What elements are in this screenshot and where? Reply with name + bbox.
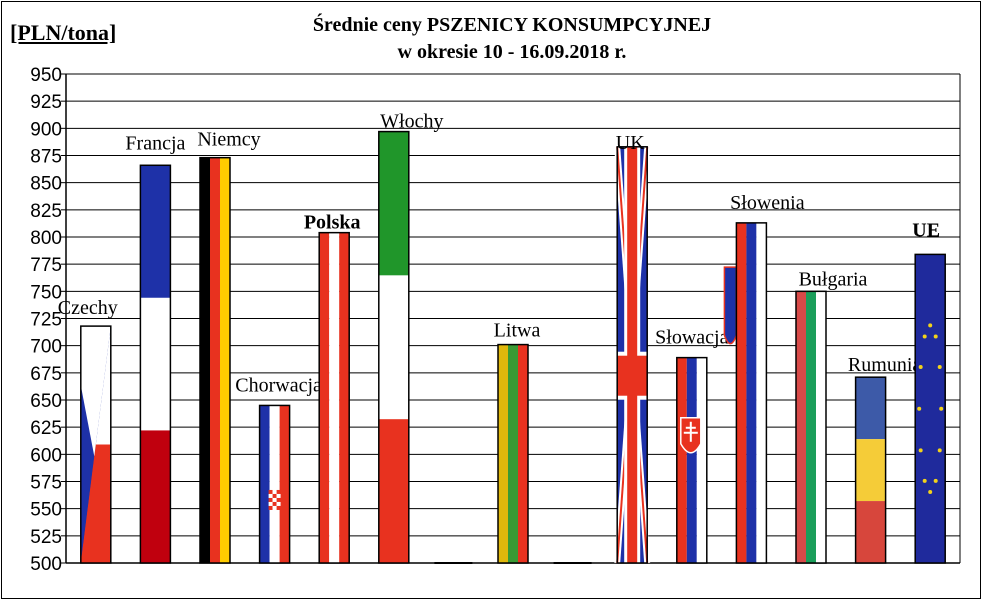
bar-UK bbox=[614, 146, 651, 564]
y-tick-label: 700 bbox=[30, 337, 62, 358]
y-tick-label: 525 bbox=[30, 527, 62, 548]
y-tick-label: 800 bbox=[30, 228, 62, 249]
bar-label: Słowenia bbox=[730, 192, 805, 214]
y-tick-label: 600 bbox=[30, 445, 62, 466]
bar-Rumunia bbox=[854, 376, 887, 564]
y-tick-label: 875 bbox=[30, 147, 62, 168]
y-tick-label: 550 bbox=[30, 500, 62, 521]
chart-title-line1: Średnie ceny PSZENICY KONSUMPCYJNEJ bbox=[312, 14, 712, 36]
y-tick-label: 650 bbox=[30, 391, 62, 412]
bar-Chorwacja bbox=[258, 404, 291, 564]
bar-label: Chorwacja bbox=[235, 374, 322, 396]
bar-label: Słowacja bbox=[655, 327, 728, 349]
y-unit-label: [PLN/tona] bbox=[10, 20, 117, 45]
bar-label: Litwa bbox=[494, 320, 541, 342]
y-tick-label: 925 bbox=[30, 92, 62, 113]
y-tick-label: 575 bbox=[30, 473, 62, 494]
bar-Polska bbox=[318, 231, 350, 564]
bar-Litwa bbox=[497, 343, 529, 564]
y-tick-label: 775 bbox=[30, 255, 62, 276]
bar-label: Bułgaria bbox=[799, 268, 868, 290]
bar-label: Niemcy bbox=[197, 129, 260, 151]
bar-Słowenia bbox=[723, 222, 768, 564]
bar-Niemcy bbox=[199, 156, 231, 564]
bar-Włochy bbox=[378, 130, 410, 564]
y-tick-label: 725 bbox=[30, 310, 62, 331]
y-tick-label: 825 bbox=[30, 201, 62, 222]
y-tick-label: 675 bbox=[30, 364, 62, 385]
y-tick-label: 900 bbox=[30, 119, 62, 140]
y-tick-label: 950 bbox=[30, 65, 62, 86]
bar-label: Rumunia bbox=[848, 354, 921, 376]
bar-label: Czechy bbox=[58, 297, 118, 319]
y-tick-label: 750 bbox=[30, 282, 62, 303]
bar-Czechy bbox=[80, 325, 112, 564]
bar-Słowacja bbox=[676, 356, 708, 564]
bar-label: Francja bbox=[125, 132, 185, 154]
y-tick-label: 625 bbox=[30, 418, 62, 439]
bar-label: Włochy bbox=[380, 111, 443, 133]
bar-UE bbox=[914, 253, 946, 564]
bar-label: Polska bbox=[304, 212, 361, 234]
bar-Francja bbox=[139, 164, 172, 564]
y-tick-label: 850 bbox=[30, 174, 62, 195]
chart-title-line2: w okresie 10 - 16.09.2018 r. bbox=[397, 41, 627, 63]
bar-label: UE bbox=[912, 219, 940, 241]
bar-label: UK bbox=[616, 132, 645, 154]
y-tick-label: 500 bbox=[30, 554, 62, 575]
bar-Bułgaria bbox=[795, 290, 827, 564]
